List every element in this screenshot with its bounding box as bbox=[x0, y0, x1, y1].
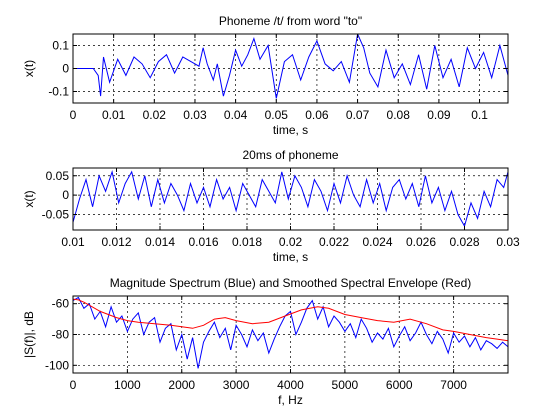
x-tick-label: 0.012 bbox=[101, 235, 131, 249]
x-tick-label: 0.09 bbox=[427, 108, 451, 122]
x-tick-label: 0.01 bbox=[61, 235, 85, 249]
y-tick-label: -0.1 bbox=[48, 85, 69, 99]
plot-title: 20ms of phoneme bbox=[242, 148, 338, 162]
x-tick-label: 0 bbox=[70, 378, 77, 392]
envelope-line bbox=[73, 298, 508, 342]
x-tick-label: 0.014 bbox=[145, 235, 175, 249]
series-line bbox=[73, 170, 508, 228]
plot-2: 0.01 0.012 0.014 0.016 0.018 0.02 0.022 0.024 0.… bbox=[22, 148, 520, 264]
plot-title: Phoneme /t/ from word "to" bbox=[219, 14, 362, 28]
x-tick-label: 0.026 bbox=[406, 235, 436, 249]
y-axis-label: x(t) bbox=[22, 190, 36, 207]
x-tick-label: 0.04 bbox=[224, 108, 248, 122]
plot-3: 0 1000 2000 3000 4000 5000 6000 7000 -60 -80 -100 M… bbox=[22, 276, 509, 407]
x-tick-label: 0.1 bbox=[471, 108, 488, 122]
x-tick-label: 0.022 bbox=[319, 235, 349, 249]
x-tick-label: 0.08 bbox=[387, 108, 411, 122]
plot-1: 0 0.01 0.02 0.03 0.04 0.05 0.06 0.07 0.08 0.09 0.1… bbox=[22, 14, 509, 137]
y-tick-label: -100 bbox=[45, 358, 69, 372]
x-tick-label: 0.028 bbox=[449, 235, 479, 249]
x-tick-label: 0.018 bbox=[232, 235, 262, 249]
y-tick-label: -60 bbox=[52, 297, 70, 311]
x-tick-label: 3000 bbox=[223, 378, 250, 392]
x-tick-label: 1000 bbox=[114, 378, 141, 392]
x-tick-label: 6000 bbox=[386, 378, 413, 392]
x-tick-label: 5000 bbox=[332, 378, 359, 392]
x-tick-label: 0.05 bbox=[265, 108, 289, 122]
x-tick-label: 0.02 bbox=[143, 108, 167, 122]
x-tick-label: 2000 bbox=[168, 378, 195, 392]
x-tick-label: 4000 bbox=[277, 378, 304, 392]
y-tick-label: 0 bbox=[62, 188, 69, 202]
x-tick-label: 0 bbox=[70, 108, 77, 122]
y-tick-label: -0.05 bbox=[42, 208, 70, 222]
y-tick-label: 0.05 bbox=[46, 169, 70, 183]
series-line bbox=[73, 34, 508, 99]
x-axis-label: time, s bbox=[273, 250, 308, 264]
y-tick-label: 0.1 bbox=[52, 39, 69, 53]
x-tick-label: 0.03 bbox=[183, 108, 207, 122]
y-axis-label: x(t) bbox=[22, 60, 36, 77]
x-tick-label: 0.06 bbox=[305, 108, 329, 122]
x-tick-label: 7000 bbox=[440, 378, 467, 392]
y-tick-label: -80 bbox=[52, 328, 70, 342]
y-tick-label: 0 bbox=[62, 62, 69, 76]
x-axis-label: f, Hz bbox=[278, 393, 303, 407]
x-tick-label: 0.03 bbox=[496, 235, 520, 249]
plot-title: Magnitude Spectrum (Blue) and Smoothed S… bbox=[110, 276, 472, 290]
x-tick-label: 0.01 bbox=[102, 108, 126, 122]
x-tick-label: 0.07 bbox=[346, 108, 370, 122]
x-axis-label: time, s bbox=[273, 123, 308, 137]
x-tick-label: 0.016 bbox=[188, 235, 218, 249]
x-tick-label: 0.024 bbox=[362, 235, 392, 249]
y-axis-label: |S(f)|, dB bbox=[22, 311, 36, 358]
series-line bbox=[73, 296, 508, 369]
x-tick-label: 0.02 bbox=[279, 235, 303, 249]
